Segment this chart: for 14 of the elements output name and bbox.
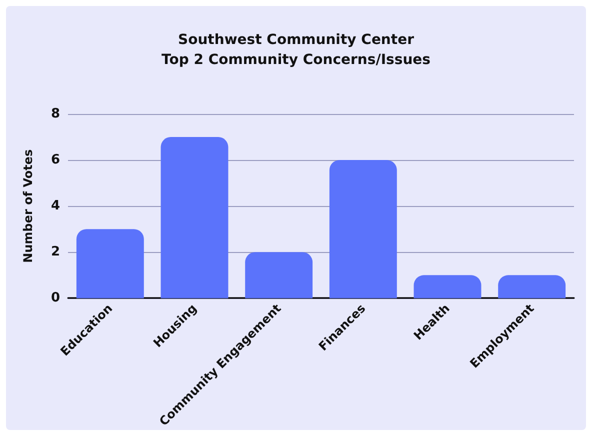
chart-title: Southwest Community Center <box>178 32 414 48</box>
bar <box>160 137 228 298</box>
y-tick-label: 4 <box>50 198 60 214</box>
y-axis-title: Number of Votes <box>21 149 35 263</box>
bar <box>498 275 566 298</box>
bar <box>245 252 313 298</box>
bar <box>414 275 482 298</box>
y-tick-label: 0 <box>50 290 60 306</box>
bar <box>76 229 144 298</box>
y-tick-label: 2 <box>50 244 60 260</box>
bar <box>329 160 397 298</box>
y-tick-label: 8 <box>50 106 60 122</box>
y-tick-label: 6 <box>50 152 60 168</box>
chart-subtitle: Top 2 Community Concerns/Issues <box>162 52 430 68</box>
